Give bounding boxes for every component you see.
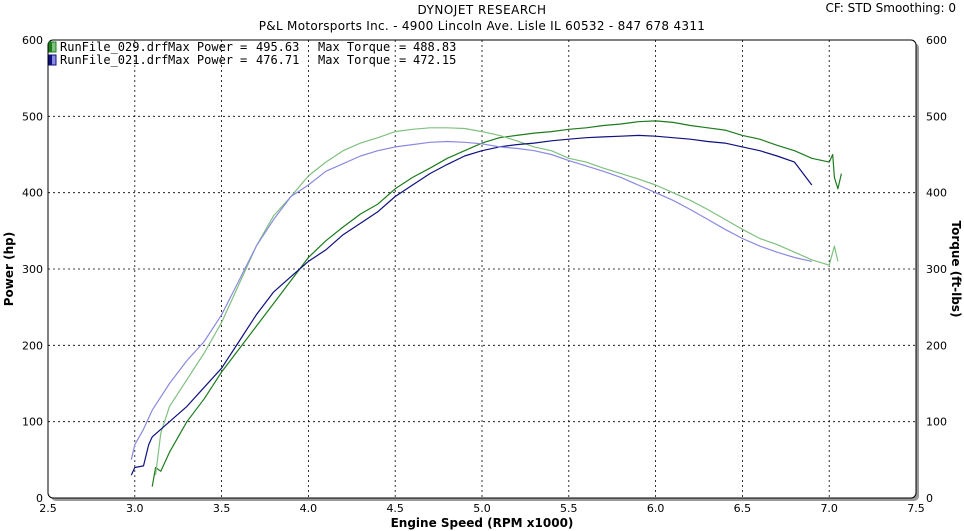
right-tick-label: 400	[926, 187, 947, 200]
left-axis-label: Power (hp)	[2, 232, 16, 306]
legend-max-power-run021: 476.71	[256, 53, 299, 67]
x-tick-label: 5.0	[473, 502, 491, 515]
correction-settings: CF: STD Smoothing: 0	[825, 1, 956, 15]
left-tick-label: 0	[36, 492, 43, 505]
legend-max-torque-label-run029: Max Torque	[318, 40, 390, 54]
x-tick-label: 3.5	[213, 502, 231, 515]
legend-max-power-label-run029: Max Power	[168, 40, 233, 54]
right-tick-label: 300	[926, 263, 947, 276]
right-axis-ticks: 0 100 200 300 400 500 600	[926, 34, 947, 505]
legend-max-torque-run021: 472.15	[413, 53, 456, 67]
legend-file-run021: RunFile_021.drf	[60, 53, 168, 67]
x-tick-label: 2.5	[39, 502, 57, 515]
legend-max-power-run029: 495.63	[256, 40, 299, 54]
left-tick-label: 100	[22, 416, 43, 429]
legend: RunFile_029.drf Max Power 495.63 Max Tor…	[48, 40, 456, 67]
x-tick-label: 6.5	[734, 502, 752, 515]
left-axis-ticks: 0 100 200 300 400 500 600	[22, 34, 43, 505]
left-tick-label: 500	[22, 110, 43, 123]
left-tick-label: 600	[22, 34, 43, 47]
legend-equals: =	[240, 40, 247, 54]
right-tick-label: 600	[926, 34, 947, 47]
x-tick-label: 7.0	[820, 502, 838, 515]
x-tick-label: 3.0	[126, 502, 144, 515]
x-axis-label: Engine Speed (RPM x1000)	[391, 516, 574, 530]
series-lines	[130, 120, 842, 487]
legend-max-torque-run029: 488.83	[413, 40, 456, 54]
right-tick-label: 0	[926, 492, 933, 505]
chart-subtitle: P&L Motorsports Inc. - 4900 Lincoln Ave.…	[258, 19, 706, 33]
right-tick-label: 500	[926, 110, 947, 123]
series-line-runfile-029-drf-power	[151, 120, 842, 487]
legend-equals: =	[399, 40, 406, 54]
right-tick-label: 200	[926, 339, 947, 352]
chart-title: DYNOJET RESEARCH	[417, 3, 547, 17]
left-tick-label: 200	[22, 339, 43, 352]
grid-lines	[48, 40, 916, 498]
x-axis-ticks: 2.5 3.0 3.5 4.0 4.5 5.0 5.5 6.0 6.5 7.0 7.5	[39, 502, 925, 515]
right-tick-label: 100	[926, 416, 947, 429]
legend-max-power-label-run021: Max Power	[168, 53, 233, 67]
x-tick-label: 5.5	[560, 502, 578, 515]
plot-area	[47, 39, 919, 501]
right-axis-label: Torque (ft-lbs)	[949, 221, 963, 318]
left-tick-label: 300	[22, 263, 43, 276]
x-tick-label: 7.5	[907, 502, 925, 515]
legend-swatch-inner	[49, 55, 52, 65]
legend-max-torque-label-run021: Max Torque	[318, 53, 390, 67]
x-tick-label: 6.0	[647, 502, 665, 515]
legend-file-run029: RunFile_029.drf	[60, 40, 168, 54]
x-tick-label: 4.0	[300, 502, 318, 515]
legend-swatch-inner	[49, 42, 52, 52]
series-line-runfile-021-drf-torque	[130, 140, 812, 460]
series-line-runfile-021-drf-power	[130, 134, 813, 476]
legend-equals: =	[240, 53, 247, 67]
left-tick-label: 400	[22, 187, 43, 200]
x-tick-label: 4.5	[386, 502, 404, 515]
legend-equals: =	[399, 53, 406, 67]
